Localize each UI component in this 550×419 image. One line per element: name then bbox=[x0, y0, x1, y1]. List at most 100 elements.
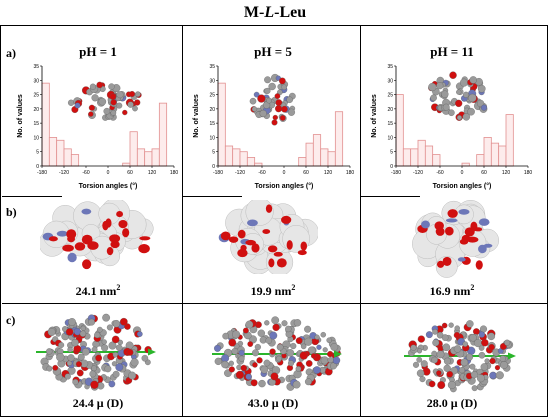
x-tick-label: 180 bbox=[346, 170, 355, 176]
atom-sphere bbox=[110, 99, 117, 106]
atom-sphere bbox=[305, 360, 313, 367]
atom-sphere bbox=[417, 335, 425, 343]
histogram-bar bbox=[129, 131, 138, 167]
atom-sphere bbox=[238, 355, 245, 362]
atom-sphere bbox=[299, 351, 308, 360]
atom-sphere bbox=[454, 325, 460, 331]
atom-sphere bbox=[446, 370, 454, 378]
atom-sphere bbox=[416, 369, 425, 378]
surface-atom-patch bbox=[470, 221, 478, 232]
atom-sphere bbox=[101, 339, 107, 345]
atom-sphere bbox=[275, 105, 283, 113]
atom-sphere bbox=[285, 325, 292, 333]
atom-sphere bbox=[52, 364, 59, 371]
surface-atom-patch bbox=[118, 219, 128, 229]
x-axis-label: Torsion angles (°) bbox=[433, 182, 492, 190]
atom-sphere bbox=[320, 331, 327, 338]
atom-sphere bbox=[480, 104, 488, 111]
atom-sphere bbox=[322, 347, 328, 353]
atom-sphere bbox=[295, 366, 302, 372]
histogram-bar bbox=[312, 134, 322, 167]
atom-sphere bbox=[480, 363, 489, 371]
torsion-histogram-ph1: 0 5 10 15 20 25 30 35 -180 -120 -60 0 60 120 180 Torsio… bbox=[17, 64, 178, 190]
histogram-bar bbox=[56, 139, 65, 167]
y-tick-label: 25 bbox=[209, 93, 215, 99]
atom-sphere bbox=[281, 320, 288, 327]
y-tick-label: 35 bbox=[387, 64, 393, 70]
molecule-inset-ph5 bbox=[249, 73, 296, 126]
surface-model-ph1 bbox=[40, 200, 154, 270]
y-axis-label: No. of values bbox=[371, 94, 378, 138]
atom-sphere bbox=[91, 346, 98, 353]
dipole-arrow-head bbox=[334, 350, 342, 358]
atom-sphere bbox=[473, 328, 480, 335]
histogram-bar bbox=[305, 142, 314, 167]
atom-sphere bbox=[260, 365, 269, 374]
atom-sphere bbox=[313, 366, 321, 374]
surface-atom-patch bbox=[56, 230, 68, 237]
atom-sphere bbox=[304, 325, 312, 333]
histogram-bar bbox=[254, 162, 263, 167]
atom-sphere bbox=[221, 360, 229, 369]
atom-sphere bbox=[430, 94, 437, 102]
atom-sphere bbox=[441, 334, 449, 341]
x-tick-label: 60 bbox=[481, 170, 487, 176]
atom-sphere bbox=[489, 357, 496, 365]
surface-atom-patch bbox=[251, 243, 260, 253]
surface-atom-patch bbox=[102, 220, 109, 231]
atom-sphere bbox=[240, 364, 248, 372]
atom-sphere bbox=[290, 342, 297, 350]
surface-atom-patch bbox=[286, 240, 293, 250]
x-tick-label: 60 bbox=[303, 170, 309, 176]
atom-sphere bbox=[116, 102, 123, 109]
atom-sphere bbox=[247, 341, 254, 347]
atom-sphere bbox=[254, 343, 261, 351]
ph-label-col3: pH = 11 bbox=[430, 44, 474, 59]
atom-sphere bbox=[265, 337, 273, 344]
atom-sphere bbox=[46, 365, 53, 372]
atom-sphere bbox=[89, 83, 97, 90]
atom-sphere bbox=[72, 379, 79, 386]
atom-sphere bbox=[94, 331, 101, 339]
surface-atom-patch bbox=[267, 245, 278, 253]
atom-sphere bbox=[74, 102, 81, 109]
surface-atom-patch bbox=[458, 209, 470, 215]
surface-atom-patch bbox=[300, 241, 307, 251]
torsion-histogram-ph5: 0 5 10 15 20 25 30 35 -180 -120 -60 0 60 120 180 Torsio… bbox=[193, 64, 355, 190]
histogram-bar bbox=[48, 137, 58, 167]
histogram-bar bbox=[320, 148, 329, 167]
atom-sphere bbox=[326, 337, 332, 343]
atom-sphere bbox=[266, 97, 272, 104]
atom-sphere bbox=[462, 341, 469, 347]
atom-sphere bbox=[487, 332, 496, 341]
atom-sphere bbox=[102, 313, 110, 322]
column-divider bbox=[360, 25, 361, 417]
surface-atom-patch bbox=[247, 219, 258, 227]
surface-atom-patch bbox=[81, 234, 93, 245]
atom-sphere bbox=[441, 322, 448, 329]
surface-atom-patch bbox=[445, 218, 458, 223]
atom-sphere bbox=[268, 82, 276, 91]
atom-sphere bbox=[442, 343, 451, 352]
atom-sphere bbox=[456, 115, 463, 121]
atom-sphere bbox=[112, 370, 120, 378]
surface-atom-patch bbox=[139, 236, 151, 241]
atom-sphere bbox=[281, 105, 288, 113]
dipole-model-ph1 bbox=[36, 313, 156, 391]
row-label-b: b) bbox=[6, 205, 17, 219]
atom-sphere bbox=[77, 353, 85, 361]
atom-sphere bbox=[129, 91, 136, 98]
surface-atom-patch bbox=[62, 244, 74, 252]
surface-atom-patch bbox=[116, 211, 124, 218]
atom-sphere bbox=[264, 320, 270, 326]
x-tick-label: -180 bbox=[213, 170, 223, 176]
row-separator bbox=[2, 196, 62, 197]
atom-sphere bbox=[437, 381, 446, 390]
surface-area-col2: 19.9 nm2 bbox=[250, 283, 296, 298]
atom-sphere bbox=[232, 330, 241, 339]
atom-sphere bbox=[79, 330, 87, 337]
atom-sphere bbox=[462, 91, 470, 98]
atom-sphere bbox=[245, 320, 254, 329]
histogram-bar bbox=[70, 154, 80, 167]
torsion-histogram-ph11: 0 5 10 15 20 25 30 35 -180 -120 -60 0 60 120 180 Torsio… bbox=[371, 64, 532, 190]
